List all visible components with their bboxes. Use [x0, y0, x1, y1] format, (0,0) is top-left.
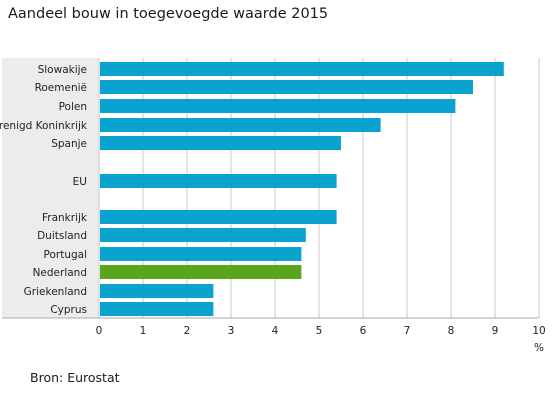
bar: [100, 174, 337, 188]
x-axis-label: %: [534, 342, 544, 354]
category-label: Frankrijk: [42, 212, 88, 224]
bar: [100, 118, 381, 132]
x-tick-label: 3: [228, 325, 235, 337]
bar: [100, 302, 214, 316]
bar: [100, 265, 302, 279]
category-label: Verenigd Koninkrijk: [0, 120, 88, 132]
category-label: Duitsland: [37, 230, 87, 242]
x-tick-label: 2: [184, 325, 191, 337]
x-tick-label: 0: [96, 325, 103, 337]
x-tick-label: 9: [492, 325, 499, 337]
bar: [100, 284, 214, 298]
category-label: Portugal: [44, 249, 88, 261]
bar: [100, 228, 306, 242]
x-tick-label: 6: [360, 325, 367, 337]
category-label: Spanje: [51, 138, 87, 150]
category-label: Polen: [59, 101, 87, 113]
bar: [100, 210, 337, 224]
x-tick-label: 10: [532, 325, 545, 337]
category-label: EU: [73, 176, 87, 188]
chart-title: Aandeel bouw in toegevoegde waarde 2015: [8, 6, 329, 22]
bar: [100, 99, 456, 113]
category-label: Nederland: [33, 267, 87, 279]
category-label: Roemenië: [35, 82, 87, 94]
x-tick-label: 8: [448, 325, 455, 337]
x-tick-label: 5: [316, 325, 323, 337]
bar: [100, 62, 504, 76]
x-tick-label: 7: [404, 325, 411, 337]
category-label: Slowakije: [38, 64, 87, 76]
bar: [100, 247, 302, 261]
x-tick-label: 4: [272, 325, 279, 337]
category-label: Griekenland: [24, 286, 87, 298]
bar: [100, 136, 341, 150]
bar: [100, 80, 473, 94]
category-label-panel: [2, 58, 99, 318]
source-note: Bron: Eurostat: [30, 370, 120, 385]
x-tick-label: 1: [140, 325, 147, 337]
category-label: Cyprus: [50, 304, 87, 316]
